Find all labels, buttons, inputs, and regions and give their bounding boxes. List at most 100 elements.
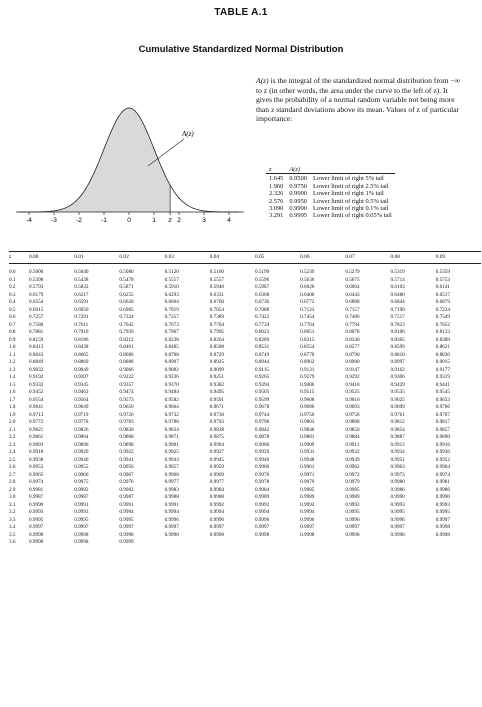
table-cell: 0.9474 [119, 389, 134, 395]
table-cell: 0.9959 [209, 464, 225, 470]
table-cell: 0.8944 [254, 359, 270, 365]
table-cell: 0.6700 [209, 299, 225, 305]
table-cell: 0.9878 [254, 434, 270, 440]
table-row: 3.5 0.9998 0.9998 0.9998 0.9998 0.9998 0.9998 0… [9, 532, 481, 540]
table-cell: 0.9871 [164, 434, 179, 440]
table-cell: 0.9989 [345, 494, 360, 500]
column-header: 0.01 [74, 251, 120, 264]
table-cell: 0.9970 [254, 471, 270, 478]
table-row: 2.4 0.9918 0.9920 0.9922 0.9925 0.9927 0.9929 0… [9, 449, 481, 457]
table-cell [255, 539, 300, 547]
table-cell: 0.6 [9, 314, 16, 320]
table-cell: 0.9505 [254, 389, 270, 395]
table-cell: 0.8508 [209, 344, 225, 350]
table-cell: 0.6026 [300, 284, 315, 290]
table-cell: 0.9995 [74, 516, 89, 523]
table-cell: 0.9857 [435, 426, 450, 433]
table-cell: 0.8554 [300, 344, 315, 350]
table-cell: 0.9357 [119, 381, 134, 388]
table-cell: 0.9922 [119, 449, 134, 455]
table-cell: 0.9817 [435, 419, 450, 425]
table-cell: 0.8888 [119, 359, 134, 365]
table-cell: 2.2 [9, 434, 16, 440]
table-cell: 0.0 [9, 269, 16, 275]
table-cell: 0.9948 [300, 456, 315, 463]
table-cell: 0.9990 [435, 494, 450, 500]
table-cell: 2.5 [9, 456, 16, 463]
table-cell: 0.9949 [345, 456, 360, 463]
table-cell: 0.9783 [119, 419, 134, 425]
table-cell: 0.8238 [164, 336, 179, 343]
table-cell: 0.9985 [300, 486, 315, 493]
table-cell: 0.5160 [209, 269, 225, 275]
table-cell: 0.8051 [300, 329, 315, 335]
table-cell: 0.9306 [390, 374, 405, 380]
table-cell: 0.7019 [164, 306, 179, 313]
table-cell: 0.9463 [74, 389, 89, 395]
table-cell: 0.9236 [164, 374, 179, 380]
table-cell: 0.5199 [254, 269, 270, 275]
table-cell: 0.8 [9, 329, 16, 335]
table-cell: 0.9995 [390, 509, 405, 515]
table-cell: 0.7454 [300, 314, 315, 320]
table-row: 0.1 0.5398 0.5438 0.5478 0.5517 0.5557 0.5596 0… [9, 277, 481, 285]
table-cell: 0.6736 [254, 299, 270, 305]
table-cell: 0.9994 [209, 509, 225, 515]
table-cell: 0.7939 [119, 329, 134, 335]
table-header-row: z 0.00 0.01 0.02 0.03 0.04 0.05 0.06 0.07 0.08 0.0… [9, 251, 481, 264]
table-cell: 0.9115 [254, 366, 270, 373]
key-values-row: 3.291 0.9995 Lower limit of right 0.05% ta… [266, 212, 395, 219]
table-cell: 0.9968 [164, 471, 179, 478]
table-cell: 0.5040 [74, 269, 89, 275]
description-line1: is the integral of the standardized norm… [268, 76, 395, 85]
table-cell: 0.9884 [345, 434, 360, 440]
table-cell: 0.7995 [209, 329, 225, 335]
table-cell: 0.8729 [209, 351, 225, 358]
table-cell: 0.9990 [390, 494, 405, 500]
table-cell: 0.9953 [29, 464, 44, 470]
table-cell: 0.9997 [29, 524, 44, 530]
table-cell: 0.9960 [254, 464, 270, 470]
column-header: 0.03 [164, 251, 210, 264]
table-cell: 0.9992 [300, 501, 315, 508]
x-tick-label: 1 [152, 217, 156, 224]
table-cell: 0.9875 [209, 434, 225, 440]
table-row: 2.3 0.9893 0.9896 0.9898 0.9901 0.9904 0.9906 0… [9, 442, 481, 450]
table-cell: 0.9984 [254, 486, 270, 493]
table-cell: 0.9943 [164, 456, 179, 463]
column-header: 0.02 [119, 251, 165, 264]
table-cell: 0.9162 [390, 366, 405, 373]
table-row: 1.4 0.9192 0.9207 0.9222 0.9236 0.9251 0.9265 0… [9, 374, 481, 382]
table-cell: 0.9890 [435, 434, 450, 440]
table-cell: 0.9962 [345, 464, 360, 470]
table-cell: 0.9525 [345, 389, 360, 395]
table-row: 0.8 0.7881 0.7910 0.7939 0.7967 0.7995 0.8023 0… [9, 329, 481, 337]
table-cell [300, 539, 345, 547]
table-cell: 0.9406 [300, 381, 315, 388]
distribution-table: z 0.00 0.01 0.02 0.03 0.04 0.05 0.06 0.07 0.08 0.0… [9, 251, 481, 547]
table-row: 3.2 0.9993 0.9993 0.9994 0.9994 0.9994 0.9994 0… [9, 509, 481, 517]
table-cell: 0.8849 [29, 359, 44, 365]
key-values-row: 1.645 0.9500 Lower limit of right 5% tail [266, 174, 395, 183]
table-cell: 0.9940 [74, 456, 89, 463]
table-cell: 0.8186 [74, 336, 89, 343]
table-row: 1.5 0.9332 0.9345 0.9357 0.9370 0.9382 0.9394 0… [9, 382, 481, 390]
table-cell: 0.9916 [435, 441, 450, 448]
page-title: Cumulative Standardized Normal Distribut… [138, 44, 344, 55]
table-cell: 0.7324 [119, 314, 134, 320]
key-values-cell: 3.090 [269, 205, 284, 213]
table-cell: 0.9955 [74, 464, 89, 470]
table-cell: 0.7704 [209, 321, 225, 328]
key-values-cell: 1.645 [269, 175, 284, 183]
table-row: 0.0 0.5000 0.5040 0.5080 0.5120 0.5160 0.5199 0… [9, 269, 481, 277]
table-cell: 0.9641 [29, 404, 44, 410]
table-cell: 1.6 [9, 389, 16, 395]
table-cell: 0.9963 [390, 464, 405, 470]
table-cell: 0.9995 [435, 509, 450, 515]
table-cell: 0.7257 [29, 314, 44, 320]
table-row: 3.4 0.9997 0.9997 0.9997 0.9997 0.9997 0.9997 0… [9, 524, 481, 532]
table-row: 0.3 0.6179 0.6217 0.6255 0.6293 0.6331 0.6368 0… [9, 292, 481, 300]
table-cell: 0.4 [9, 299, 16, 305]
table-cell: 0.9994 [300, 509, 315, 515]
table-cell: 0.9345 [74, 381, 89, 388]
